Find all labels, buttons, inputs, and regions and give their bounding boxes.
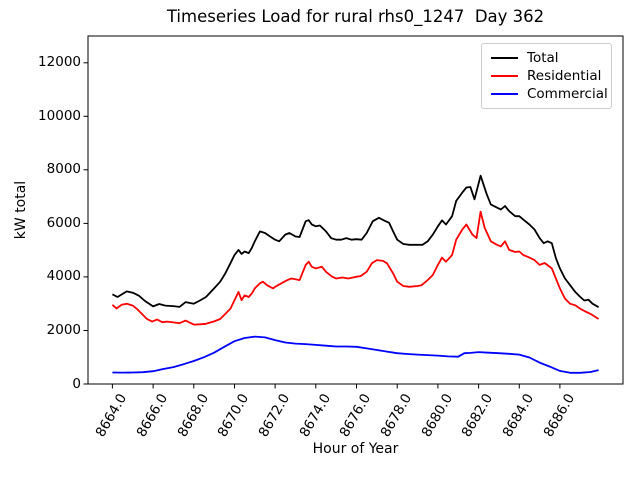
legend-item-total: Total: [491, 49, 603, 67]
y-tick-label: 4000: [46, 268, 81, 285]
legend-label-total: Total: [527, 49, 559, 66]
series-line-commercial: [112, 335, 599, 374]
chart-title: Timeseries Load for rural rhs0_1247 Day …: [166, 7, 545, 26]
y-tick-label: 6000: [46, 214, 81, 231]
legend-label-residential: Residential: [527, 67, 602, 84]
y-tick-label: 8000: [46, 161, 81, 178]
y-tick-label: 10000: [38, 107, 81, 124]
y-tick-label: 0: [72, 375, 81, 392]
legend-item-residential: Residential: [491, 67, 603, 85]
series-line-residential: [111, 210, 600, 326]
legend: Total Residential Commercial: [481, 43, 612, 109]
legend-item-commercial: Commercial: [491, 85, 608, 103]
x-axis-label: Hour of Year: [312, 441, 399, 457]
y-tick-label: 12000: [38, 54, 81, 71]
legend-label-commercial: Commercial: [527, 85, 608, 102]
series-line-total: [111, 174, 600, 308]
commercial-line-swatch: [491, 93, 518, 95]
residential-line-swatch: [491, 75, 518, 77]
y-tick-label: 2000: [46, 321, 81, 338]
total-line-swatch: [491, 57, 518, 59]
axes-frame: [87, 35, 624, 385]
